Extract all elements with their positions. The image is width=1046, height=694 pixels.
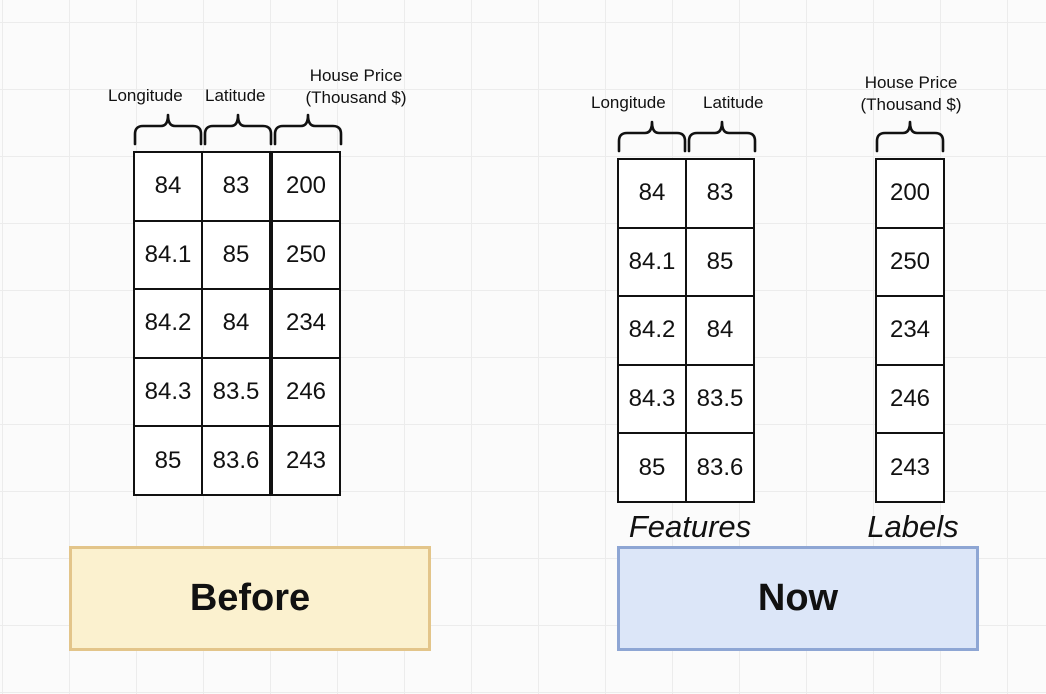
now-features-table: 84 83 84.1 85 84.2 84 84.3 83.5 85 83.6: [617, 158, 755, 503]
table-cell: 84.3: [619, 365, 687, 435]
before-price-header-line1: House Price: [309, 66, 403, 85]
before-price-header-line2: (Thousand $): [305, 88, 407, 107]
now-latitude-brace: [687, 120, 757, 153]
now-longitude-brace: [617, 120, 687, 153]
now-labels-table: 200 250 234 246 243: [875, 158, 945, 503]
table-cell: 250: [877, 228, 945, 298]
now-longitude-header: Longitude: [591, 93, 666, 112]
features-caption: Features: [628, 509, 752, 544]
table-cell: 83.5: [687, 365, 755, 435]
now-price-header-line2: (Thousand $): [860, 95, 962, 114]
table-cell: 243: [877, 434, 945, 503]
table-cell: 234: [877, 297, 945, 366]
table-cell: 246: [271, 358, 341, 428]
before-price-brace: [273, 113, 343, 146]
before-longitude-header: Longitude: [108, 86, 183, 105]
table-cell: 83.5: [203, 358, 271, 428]
table-cell: 83: [203, 153, 271, 222]
labels-caption: Labels: [867, 509, 959, 544]
table-cell: 84: [619, 160, 687, 229]
table-cell: 243: [271, 427, 341, 496]
before-longitude-brace: [133, 113, 203, 146]
table-cell: 84: [135, 153, 203, 222]
table-cell: 84.1: [619, 228, 687, 298]
now-latitude-header: Latitude: [703, 93, 764, 112]
table-cell: 200: [877, 160, 945, 229]
before-table: 84 83 200 84.1 85 250 84.2 84 234 84.3 83.5 246 85 83…: [133, 151, 341, 496]
table-cell: 200: [271, 153, 341, 222]
table-cell: 250: [271, 221, 341, 291]
table-cell: 83.6: [203, 427, 271, 496]
before-latitude-header: Latitude: [205, 86, 266, 105]
table-cell: 84.1: [135, 221, 203, 291]
before-price-header: House Price (Thousand $): [305, 65, 406, 109]
now-price-header-line1: House Price: [864, 73, 958, 92]
table-cell: 84: [203, 290, 271, 359]
table-cell: 83: [687, 160, 755, 229]
table-cell: 84.2: [619, 297, 687, 366]
now-price-header: House Price (Thousand $): [860, 72, 961, 116]
table-cell: 83.6: [687, 434, 755, 503]
table-cell: 84.2: [135, 290, 203, 359]
before-label-box: Before: [69, 546, 431, 651]
table-cell: 84.3: [135, 358, 203, 428]
table-cell: 85: [203, 221, 271, 291]
table-cell: 85: [135, 427, 203, 496]
table-cell: 84: [687, 297, 755, 366]
before-latitude-brace: [203, 113, 273, 146]
now-label-box: Now: [617, 546, 979, 651]
table-cell: 85: [619, 434, 687, 503]
table-cell: 85: [687, 228, 755, 298]
table-cell: 234: [271, 290, 341, 359]
table-cell: 246: [877, 365, 945, 435]
now-price-brace: [875, 120, 945, 153]
